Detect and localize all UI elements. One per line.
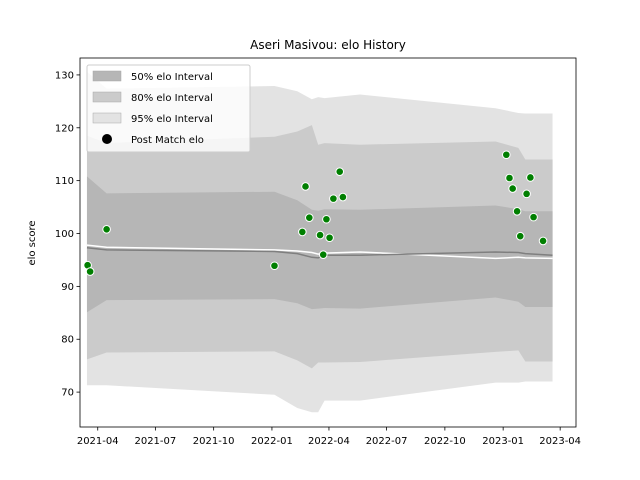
x-tick-label: 2022-04 (308, 436, 350, 447)
post-match-point (102, 224, 111, 234)
axes: 70 80 90 100 110 120 130 2021-04 2021-07 2021-10 2… (55, 57, 581, 447)
x-tick-label: 2023-01 (482, 436, 524, 447)
post-match-point (301, 182, 310, 191)
post-match-point (85, 267, 95, 276)
x-tick-label: 2022-07 (366, 436, 408, 447)
y-tick-label: 100 (55, 229, 74, 240)
post-match-point (318, 250, 328, 259)
post-match-point (270, 261, 279, 271)
legend-swatch (92, 70, 122, 82)
y-tick-label: 70 (61, 388, 74, 399)
post-match-point (529, 212, 538, 222)
post-match-point (526, 173, 535, 182)
x-tick-label: 2021-07 (134, 436, 176, 447)
y-axis-label: elo score (27, 220, 38, 265)
band-50-interval (86, 176, 553, 313)
post-match-point (322, 214, 331, 224)
post-match-point (508, 184, 517, 193)
x-tick-label: 2023-04 (539, 436, 581, 447)
y-tick-label: 130 (55, 70, 74, 81)
post-match-point (329, 194, 338, 203)
legend-swatch (92, 91, 122, 103)
post-match-point (325, 233, 334, 243)
x-tick-label: 2021-10 (193, 436, 235, 447)
post-match-point (515, 231, 525, 241)
post-match-point (338, 192, 348, 202)
chart-title: Aseri Masivou: elo History (250, 38, 406, 52)
legend-label: Post Match elo (131, 135, 204, 146)
legend-marker (102, 134, 112, 144)
y-tick-label: 90 (61, 282, 74, 293)
legend-box (86, 64, 251, 153)
legend-label: 50% elo Interval (131, 72, 213, 83)
x-tick-label: 2022-01 (251, 436, 293, 447)
y-tick-label: 110 (55, 176, 74, 187)
post-match-point (505, 173, 514, 183)
legend-label: 95% elo Interval (131, 114, 213, 125)
y-tick-label: 120 (55, 123, 74, 134)
post-match-point (522, 189, 531, 199)
post-match-point (538, 236, 548, 246)
post-match-point (298, 227, 307, 237)
legend: 50% elo Interval 80% elo Interval 95% elo … (86, 64, 251, 153)
legend-swatch (92, 112, 122, 124)
post-match-point (305, 213, 314, 222)
plot-frame (79, 57, 577, 428)
post-match-point (315, 230, 325, 240)
plot-area (83, 71, 553, 413)
x-tick-label: 2022-10 (424, 436, 466, 447)
post-match-point (512, 207, 522, 216)
post-match-point (502, 150, 511, 160)
legend-label: 80% elo Interval (131, 93, 213, 104)
y-tick-label: 80 (61, 335, 74, 346)
x-tick-label: 2021-04 (77, 436, 119, 447)
post-match-point (335, 167, 345, 176)
